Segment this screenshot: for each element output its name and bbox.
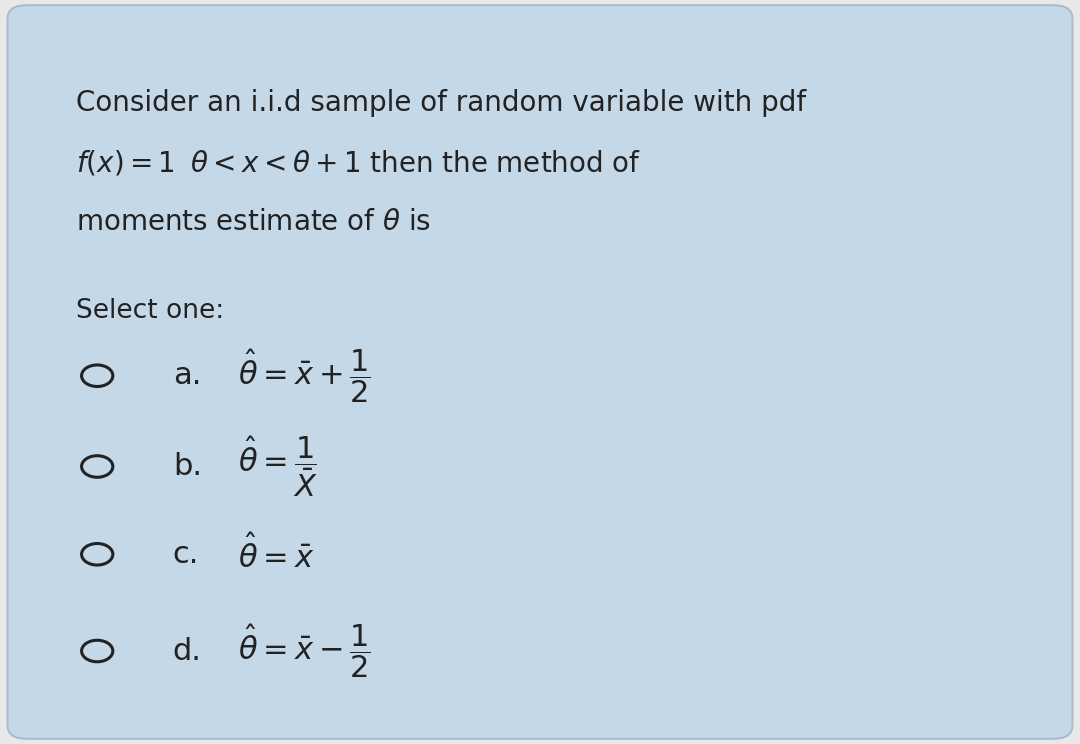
Text: $\hat{\theta} = \bar{x} + \dfrac{1}{2}$: $\hat{\theta} = \bar{x} + \dfrac{1}{2}$	[238, 347, 370, 405]
Text: a.: a.	[173, 362, 201, 390]
Text: c.: c.	[173, 540, 199, 568]
Text: $\hat{\theta} = \bar{x} - \dfrac{1}{2}$: $\hat{\theta} = \bar{x} - \dfrac{1}{2}$	[238, 622, 370, 680]
Text: $\hat{\theta} = \bar{x}$: $\hat{\theta} = \bar{x}$	[238, 535, 314, 574]
Text: $\hat{\theta} = \dfrac{1}{\bar{X}}$: $\hat{\theta} = \dfrac{1}{\bar{X}}$	[238, 434, 318, 498]
Text: Select one:: Select one:	[76, 298, 224, 324]
Text: Consider an i.i.d sample of random variable with pdf: Consider an i.i.d sample of random varia…	[76, 89, 806, 118]
Text: b.: b.	[173, 452, 202, 481]
Text: $f(x) = 1 \;\; \theta < x < \theta + 1$ then the method of: $f(x) = 1 \;\; \theta < x < \theta + 1$ …	[76, 149, 640, 178]
Text: moments estimate of $\theta$ is: moments estimate of $\theta$ is	[76, 208, 431, 237]
Text: d.: d.	[173, 637, 202, 665]
